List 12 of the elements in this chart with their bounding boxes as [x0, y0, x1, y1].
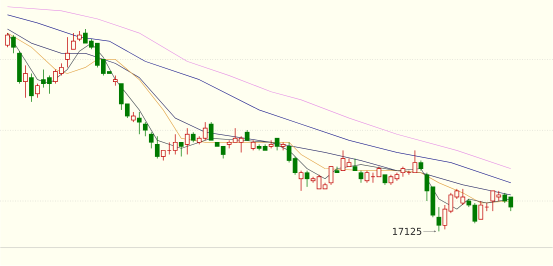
candlestick — [35, 83, 40, 98]
candlestick — [23, 65, 28, 98]
candlestick — [358, 170, 364, 184]
candlestick — [5, 32, 10, 48]
candlestick — [418, 160, 424, 172]
candlestick — [298, 170, 304, 192]
annotation: 17125 — [392, 228, 422, 236]
candlestick — [304, 170, 310, 188]
candlestick — [280, 142, 286, 151]
candlestick — [29, 73, 34, 102]
candlestick — [11, 34, 16, 54]
candlestick — [17, 51, 22, 84]
